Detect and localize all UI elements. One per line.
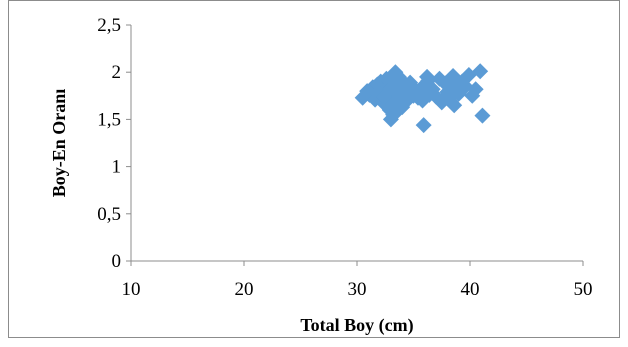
x-tick-label: 10: [122, 279, 141, 300]
y-tick-labels: 0 0,5 1 1,5 2 2,5: [97, 15, 131, 272]
data-point: [472, 63, 489, 80]
data-points: [354, 63, 491, 134]
y-tick-label: 2,5: [97, 15, 121, 36]
chart-frame: [8, 0, 620, 338]
data-point: [434, 91, 451, 108]
x-tick-label: 20: [235, 279, 254, 300]
data-point: [402, 74, 419, 91]
y-tick-label: 2: [112, 62, 122, 83]
x-tick-label: 30: [348, 279, 367, 300]
y-tick-label: 0,5: [97, 204, 121, 225]
data-point: [420, 72, 437, 89]
y-tick-label: 1,5: [97, 109, 121, 130]
x-tick-label: 50: [574, 279, 593, 300]
data-point: [394, 99, 411, 116]
x-axis-title: Total Boy (cm): [300, 315, 413, 336]
data-point: [446, 97, 463, 114]
axes: [130, 25, 583, 262]
data-point: [414, 92, 431, 109]
x-tick-label: 40: [461, 279, 480, 300]
data-point: [474, 107, 491, 124]
y-tick-label: 0: [112, 251, 122, 272]
y-axis-title: Boy-En Oranı: [49, 89, 69, 198]
x-tick-labels: 10 20 30 40 50: [122, 261, 593, 300]
y-tick-label: 1: [112, 157, 122, 178]
data-point: [467, 81, 484, 98]
data-point: [376, 88, 393, 105]
data-point: [415, 117, 432, 134]
